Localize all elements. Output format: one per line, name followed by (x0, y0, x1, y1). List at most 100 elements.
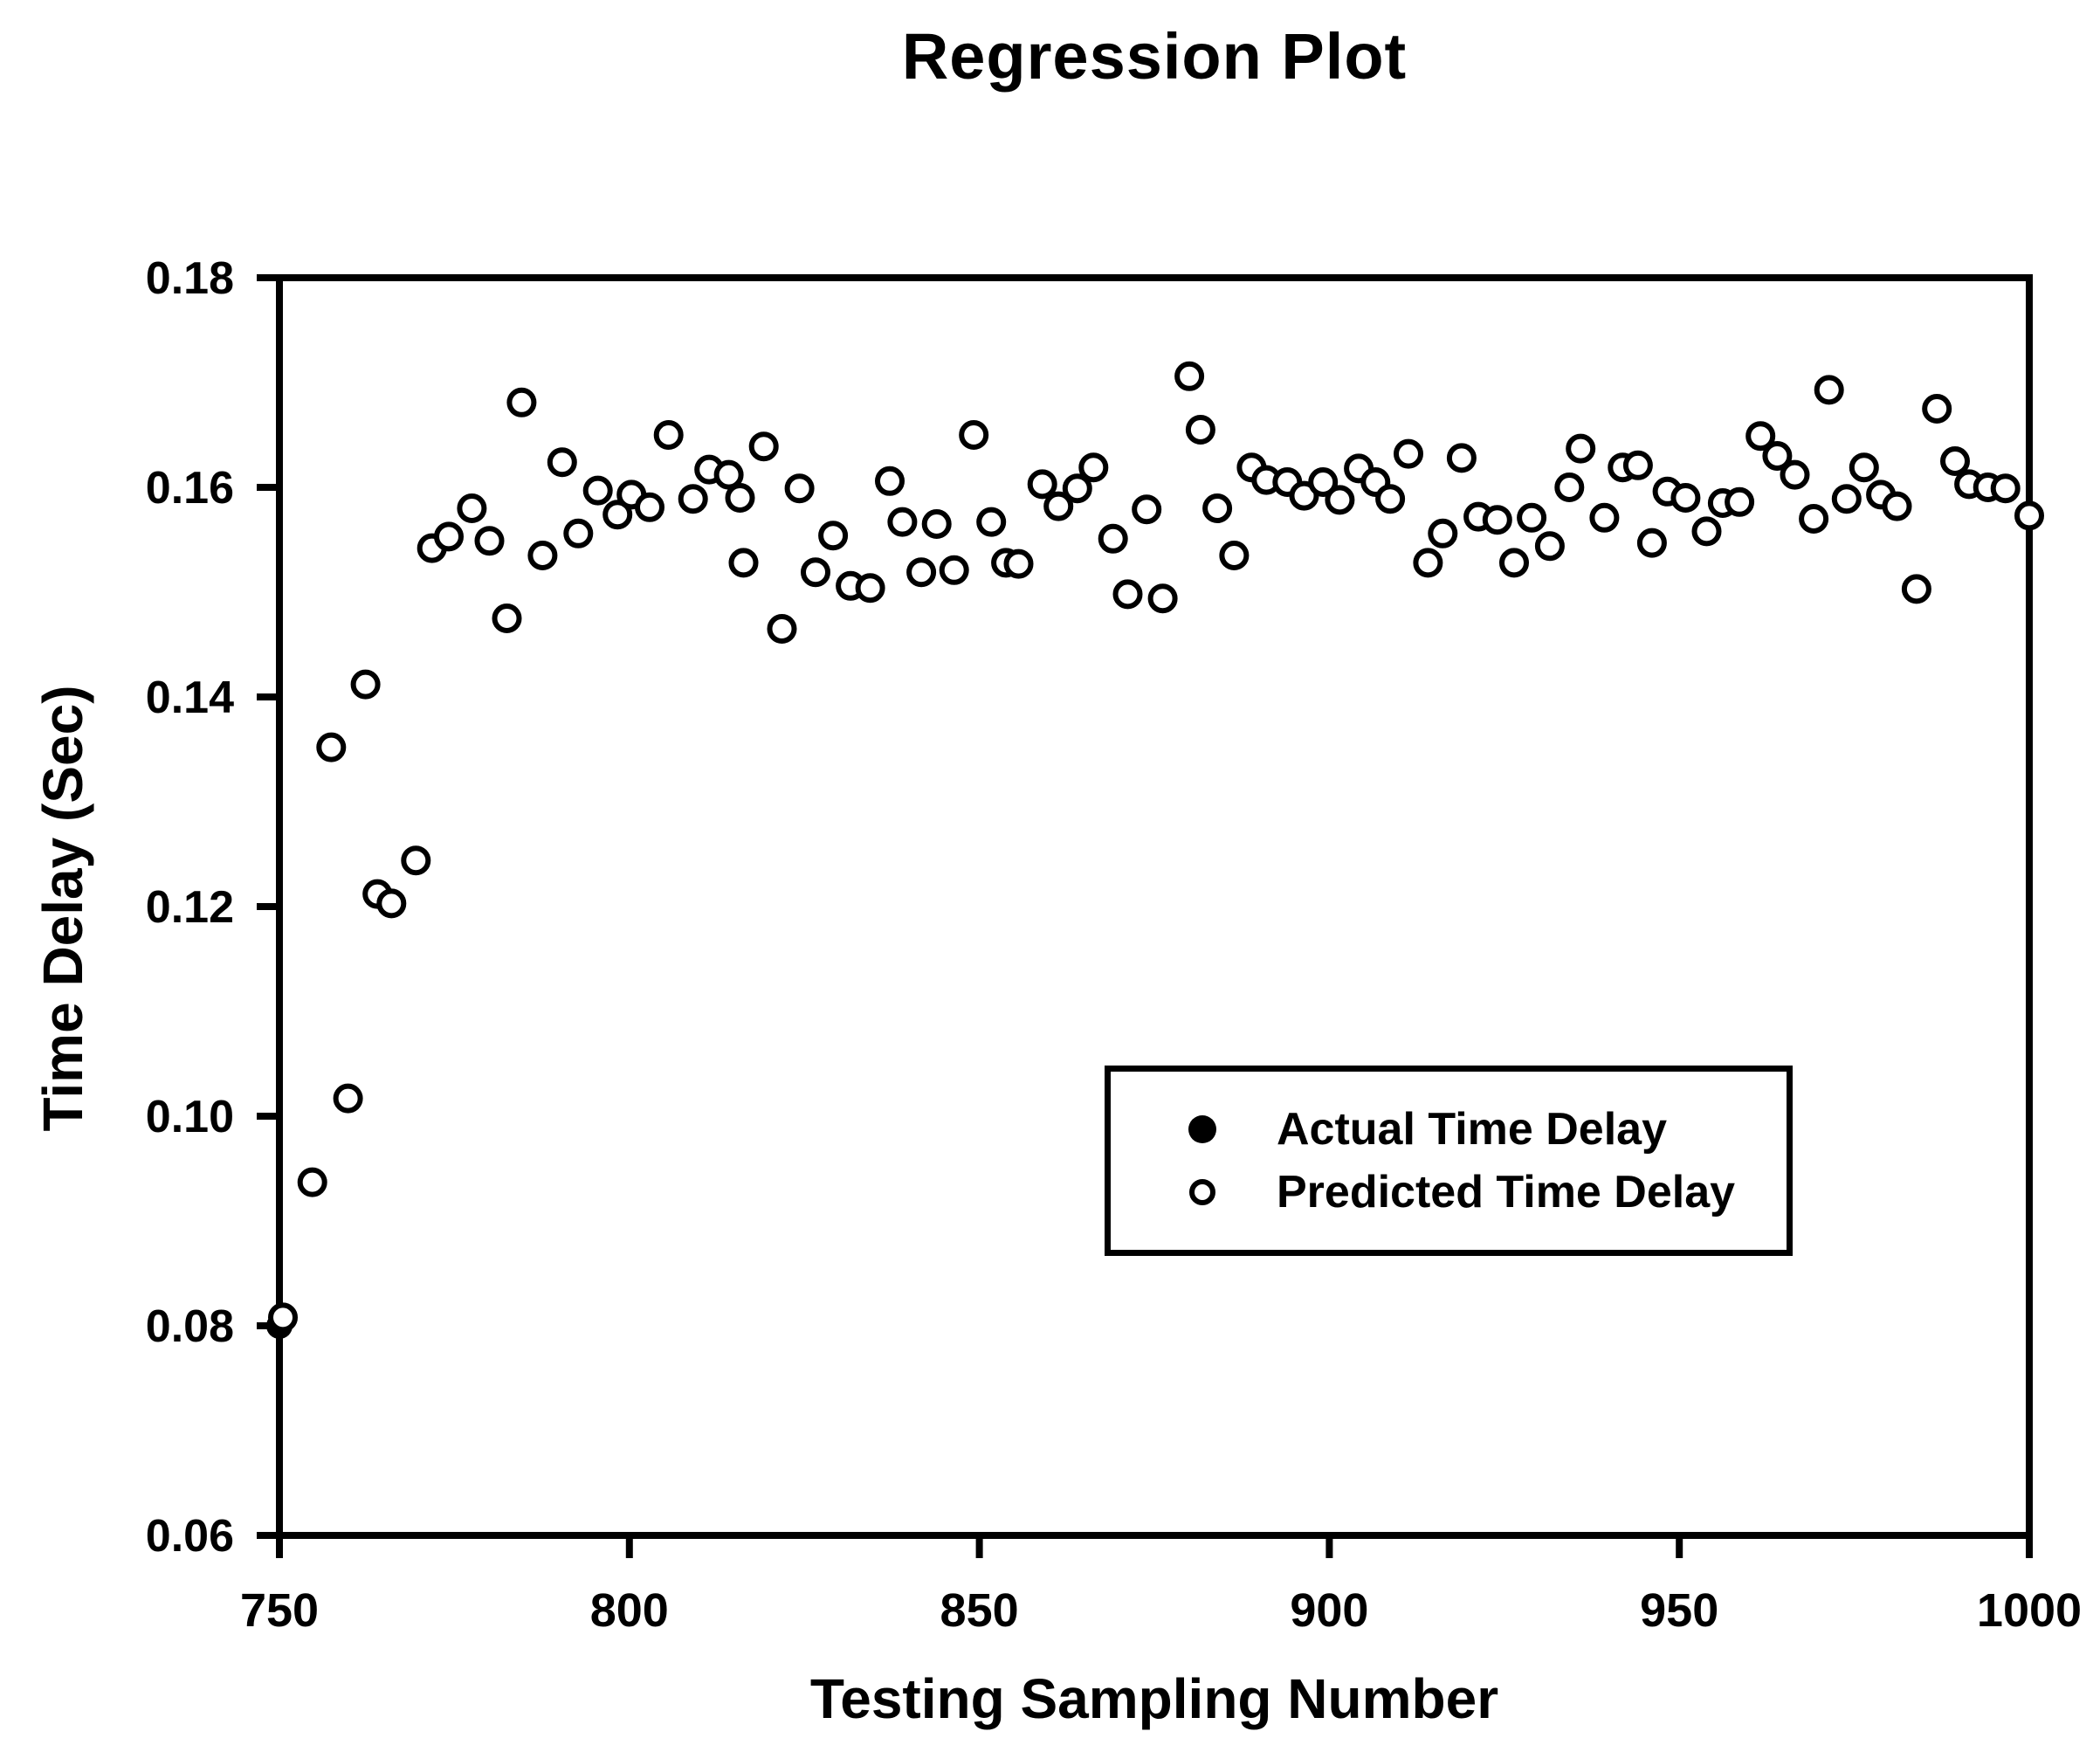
scatter-point-predicted (506, 387, 537, 417)
scatter-point-predicted (1901, 574, 1931, 604)
x-tick-label: 850 (940, 1584, 1019, 1637)
scatter-point-predicted (1499, 548, 1529, 578)
scatter-point-predicted (748, 431, 779, 462)
y-tick-label: 0.06 (146, 1511, 234, 1562)
legend: Actual Time Delay Predicted Time Delay (1105, 1066, 1793, 1256)
scatter-point-predicted (1325, 485, 1355, 515)
x-tick-label: 1000 (1977, 1584, 2082, 1637)
scatter-point-predicted (635, 492, 664, 522)
y-tick-label: 0.12 (146, 882, 234, 933)
legend-label-actual: Actual Time Delay (1277, 1104, 1668, 1155)
x-tick-label: 950 (1640, 1584, 1718, 1637)
scatter-point-predicted (1534, 531, 1565, 562)
x-tick-label: 800 (590, 1584, 669, 1637)
scatter-point-predicted (1219, 541, 1250, 570)
scatter-point-predicted (457, 493, 487, 523)
x-axis-label: Testing Sampling Number (809, 1667, 1499, 1730)
x-tick-label: 750 (240, 1584, 319, 1637)
scatter-point-predicted (1762, 441, 1793, 471)
scatter-point-predicted (959, 420, 989, 450)
scatter-point-predicted (563, 518, 594, 548)
scatter-point-predicted (602, 500, 633, 530)
scatter-point-predicted (1849, 452, 1879, 483)
scatter-point-predicted (547, 447, 577, 478)
scatter-point-predicted (268, 1302, 298, 1333)
scatter-point-predicted (713, 459, 744, 490)
legend-marker-cell (1182, 1179, 1222, 1205)
scatter-point-predicted (1428, 518, 1458, 548)
scatter-point-predicted (1062, 473, 1092, 504)
scatter-point-predicted (1882, 491, 1912, 521)
y-tick-label: 0.10 (146, 1092, 234, 1142)
scatter-point-predicted (976, 507, 1007, 537)
scatter-point-predicted (1922, 394, 1952, 424)
scatter-point-predicted (492, 604, 522, 633)
scatter-point-predicted (678, 484, 708, 514)
scatter-point-predicted (1990, 473, 2021, 504)
scatter-point-predicted (1308, 467, 1339, 497)
scatter-point-predicted (1394, 438, 1423, 469)
scatter-point-predicted (1622, 450, 1653, 480)
scatter-point-predicted (801, 557, 830, 588)
scatter-point-predicted (1670, 483, 1701, 513)
scatter-point-predicted (1043, 491, 1074, 521)
legend-label-predicted: Predicted Time Delay (1277, 1167, 1736, 1218)
scatter-point-predicted (1185, 415, 1215, 445)
scatter-point-predicted (1940, 446, 1970, 476)
scatter-point-predicted (1636, 528, 1667, 558)
scatter-point-predicted (887, 507, 918, 537)
scatter-point-predicted (350, 669, 381, 700)
scatter-point-predicted (1375, 484, 1406, 514)
scatter-point-predicted (376, 888, 407, 919)
scatter-point-predicted (1174, 361, 1205, 391)
scatter-point-predicted (1147, 583, 1178, 614)
scatter-point-predicted (653, 420, 684, 450)
scatter-point-predicted (1725, 486, 1755, 517)
scatter-point-predicted (921, 509, 952, 539)
scatter-point-predicted (333, 1083, 363, 1114)
scatter-point-predicted (875, 466, 905, 496)
scatter-point-predicted (316, 732, 347, 762)
scatter-point-predicted (1831, 484, 1862, 514)
scatter-point-predicted (434, 521, 464, 552)
scatter-point-predicted (1589, 502, 1620, 533)
scatter-point-predicted (855, 573, 885, 604)
scatter-point-predicted (1814, 375, 1844, 405)
scatter-point-predicted (1446, 443, 1477, 473)
scatter-point-predicted (1413, 548, 1443, 578)
scatter-point-predicted (784, 473, 815, 504)
scatter-point-predicted (906, 557, 937, 588)
scatter-point-predicted (582, 475, 613, 506)
y-tick-label: 0.16 (146, 463, 234, 514)
y-tick-label: 0.14 (146, 673, 234, 723)
open-circle-icon (1189, 1179, 1215, 1205)
scatter-point-predicted (1132, 494, 1162, 525)
scatter-point-predicted (728, 548, 759, 578)
chart-title: Regression Plot (901, 20, 1408, 93)
scatter-point-predicted (401, 845, 431, 876)
scatter-point-predicted (2014, 500, 2044, 531)
x-tick-label: 900 (1290, 1584, 1368, 1637)
legend-marker-cell (1182, 1115, 1222, 1143)
scatter-point-predicted (1554, 473, 1585, 502)
scatter-point-predicted (1745, 421, 1776, 452)
scatter-point-predicted (939, 555, 969, 585)
scatter-point-predicted (474, 526, 505, 556)
filled-circle-icon (1188, 1115, 1216, 1143)
scatter-point-predicted (1289, 480, 1319, 511)
scatter-point-predicted (818, 521, 849, 551)
scatter-point-predicted (1112, 579, 1143, 610)
scatter-point-predicted (297, 1167, 327, 1197)
scatter-point-predicted (527, 541, 558, 570)
scatter-point-predicted (1003, 548, 1034, 579)
legend-item-predicted: Predicted Time Delay (1182, 1161, 1787, 1224)
scatter-point-predicted (767, 614, 797, 644)
scatter-point-predicted (1482, 505, 1512, 535)
scatter-point-predicted (1566, 433, 1596, 464)
scatter-point-predicted (1078, 452, 1109, 483)
scatter-point-predicted (1799, 504, 1829, 534)
scatter-point-predicted (1202, 493, 1233, 523)
y-tick-label: 0.08 (146, 1301, 234, 1352)
